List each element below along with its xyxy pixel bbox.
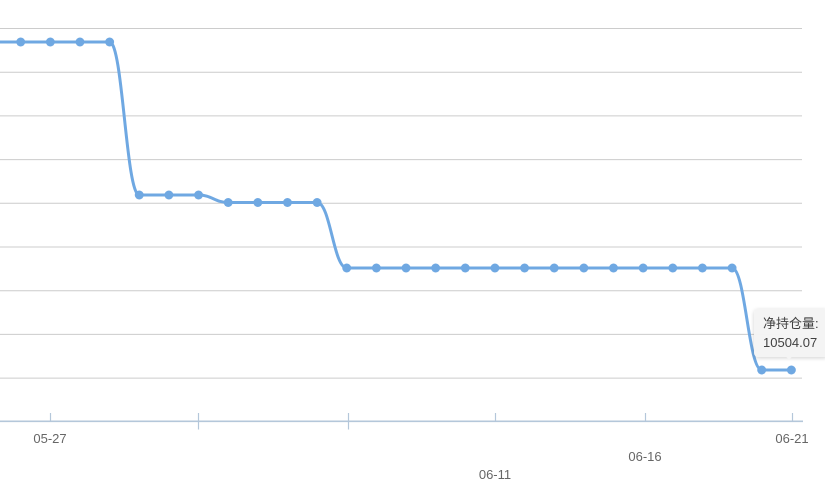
- data-point-marker-05-30[interactable]: [134, 190, 144, 200]
- data-point-marker-05-28[interactable]: [75, 37, 85, 47]
- data-point-marker-06-06[interactable]: [342, 263, 352, 273]
- data-point-marker-06-10[interactable]: [460, 263, 470, 273]
- data-point-marker-06-15[interactable]: [609, 263, 618, 273]
- data-point-marker-06-16[interactable]: [638, 263, 648, 273]
- data-point-marker-06-17[interactable]: [668, 263, 678, 273]
- data-point-marker-06-05[interactable]: [312, 198, 322, 207]
- x-axis-label-06-21: 06-21: [775, 431, 809, 446]
- tooltip-value: 10504.07: [763, 335, 818, 350]
- data-point-marker-06-14[interactable]: [579, 263, 589, 273]
- data-point-marker-05-29[interactable]: [105, 37, 115, 47]
- data-point-marker-05-27[interactable]: [45, 37, 55, 47]
- series-line: [0, 40, 793, 372]
- x-axis-label-06-16: 06-16: [628, 449, 662, 464]
- data-point-marker-06-11[interactable]: [490, 263, 500, 273]
- data-point-marker-06-19[interactable]: [727, 263, 737, 273]
- x-axis-label-05-27: 05-27: [33, 431, 67, 446]
- data-point-marker-06-13[interactable]: [549, 263, 559, 273]
- data-point-marker-06-12[interactable]: [520, 263, 530, 273]
- data-point-marker-06-03[interactable]: [253, 198, 263, 207]
- data-point-marker-06-20[interactable]: [757, 365, 767, 375]
- data-point-marker-06-02[interactable]: [223, 198, 233, 207]
- data-point-marker-06-21[interactable]: [786, 365, 796, 375]
- data-point-marker-06-01[interactable]: [194, 190, 204, 200]
- data-point-marker-06-18[interactable]: [697, 263, 707, 273]
- data-point-marker-05-26[interactable]: [16, 37, 26, 47]
- data-point-marker-06-09[interactable]: [431, 263, 441, 273]
- x-axis-label-06-11: 06-11: [478, 467, 512, 479]
- data-point-marker-05-31[interactable]: [164, 190, 174, 200]
- data-point-marker-06-07[interactable]: [371, 263, 381, 273]
- tooltip-arrow-icon: [782, 352, 796, 360]
- tooltip: 净持仓量: 10504.07: [754, 309, 825, 357]
- data-point-marker-06-04[interactable]: [282, 198, 292, 207]
- data-point-marker-06-08[interactable]: [401, 263, 411, 273]
- tooltip-series-label: 净持仓量:: [763, 316, 819, 331]
